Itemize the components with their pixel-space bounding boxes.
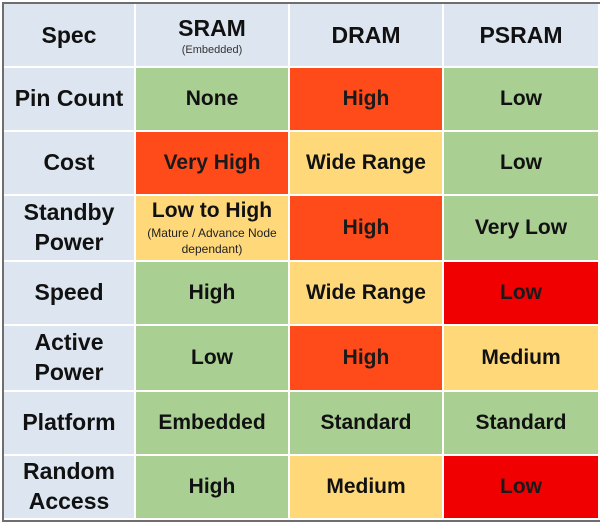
cell-value: High <box>188 475 236 498</box>
row-label: Platform <box>2 390 136 456</box>
header-sram-label: SRAM <box>178 14 246 41</box>
cell-value: Medium <box>326 475 406 498</box>
cell-psram: Low <box>442 260 600 326</box>
table-row: Standby Power Low to High (Mature / Adva… <box>2 194 600 262</box>
cell-value: High <box>342 346 390 369</box>
header-sram-sub: (Embedded) <box>181 43 243 56</box>
header-dram: DRAM <box>288 2 444 68</box>
cell-dram: High <box>288 324 444 392</box>
row-label: Pin Count <box>2 66 136 132</box>
cell-sram: Low to High (Mature / Advance Node depen… <box>134 194 290 262</box>
cell-value: Wide Range <box>306 281 426 304</box>
cell-value: High <box>342 87 390 110</box>
table-row: Platform Embedded Standard Standard <box>2 390 600 456</box>
cell-psram: Medium <box>442 324 600 392</box>
row-label: Random Access <box>2 454 136 520</box>
cell-dram: High <box>288 194 444 262</box>
cell-psram: Very Low <box>442 194 600 262</box>
row-label: Active Power <box>2 324 136 392</box>
table-row: Random Access High Medium Low <box>2 454 600 520</box>
cell-value: Embedded <box>158 411 266 434</box>
cell-sram: None <box>134 66 290 132</box>
cell-value: Low <box>191 346 233 369</box>
cell-value: Medium <box>481 346 561 369</box>
cell-value: Low <box>500 151 542 174</box>
cell-value: Wide Range <box>306 151 426 174</box>
cell-sram: Low <box>134 324 290 392</box>
cell-value: Low to High <box>151 198 273 222</box>
cell-psram: Low <box>442 130 600 196</box>
cell-dram: Wide Range <box>288 130 444 196</box>
table-row: Active Power Low High Medium <box>2 324 600 392</box>
header-row: Spec SRAM (Embedded) DRAM PSRAM <box>2 2 600 68</box>
cell-value: Low <box>500 475 542 498</box>
cell-dram: High <box>288 66 444 132</box>
cell-value: High <box>188 281 236 304</box>
cell-sram: High <box>134 260 290 326</box>
cell-note: (Mature / Advance Node dependant) <box>147 225 277 256</box>
cell-value: Low <box>500 87 542 110</box>
table-row: Cost Very High Wide Range Low <box>2 130 600 196</box>
cell-dram: Medium <box>288 454 444 520</box>
row-label: Cost <box>2 130 136 196</box>
cell-value: None <box>185 87 239 110</box>
table-row: Pin Count None High Low <box>2 66 600 132</box>
cell-sram: Very High <box>134 130 290 196</box>
cell-value: Very High <box>163 151 261 174</box>
cell-sram: High <box>134 454 290 520</box>
cell-dram: Standard <box>288 390 444 456</box>
cell-psram: Low <box>442 66 600 132</box>
cell-value: Standard <box>320 411 412 434</box>
cell-sram: Embedded <box>134 390 290 456</box>
header-spec: Spec <box>2 2 136 68</box>
table-row: Speed High Wide Range Low <box>2 260 600 326</box>
cell-value: Standard <box>475 411 567 434</box>
row-label: Speed <box>2 260 136 326</box>
header-sram: SRAM (Embedded) <box>134 2 290 68</box>
cell-value: High <box>342 216 390 239</box>
header-psram: PSRAM <box>442 2 600 68</box>
cell-value: Very Low <box>474 216 568 239</box>
row-label: Standby Power <box>2 194 136 262</box>
cell-psram: Low <box>442 454 600 520</box>
cell-dram: Wide Range <box>288 260 444 326</box>
cell-psram: Standard <box>442 390 600 456</box>
cell-value: Low <box>500 281 542 304</box>
